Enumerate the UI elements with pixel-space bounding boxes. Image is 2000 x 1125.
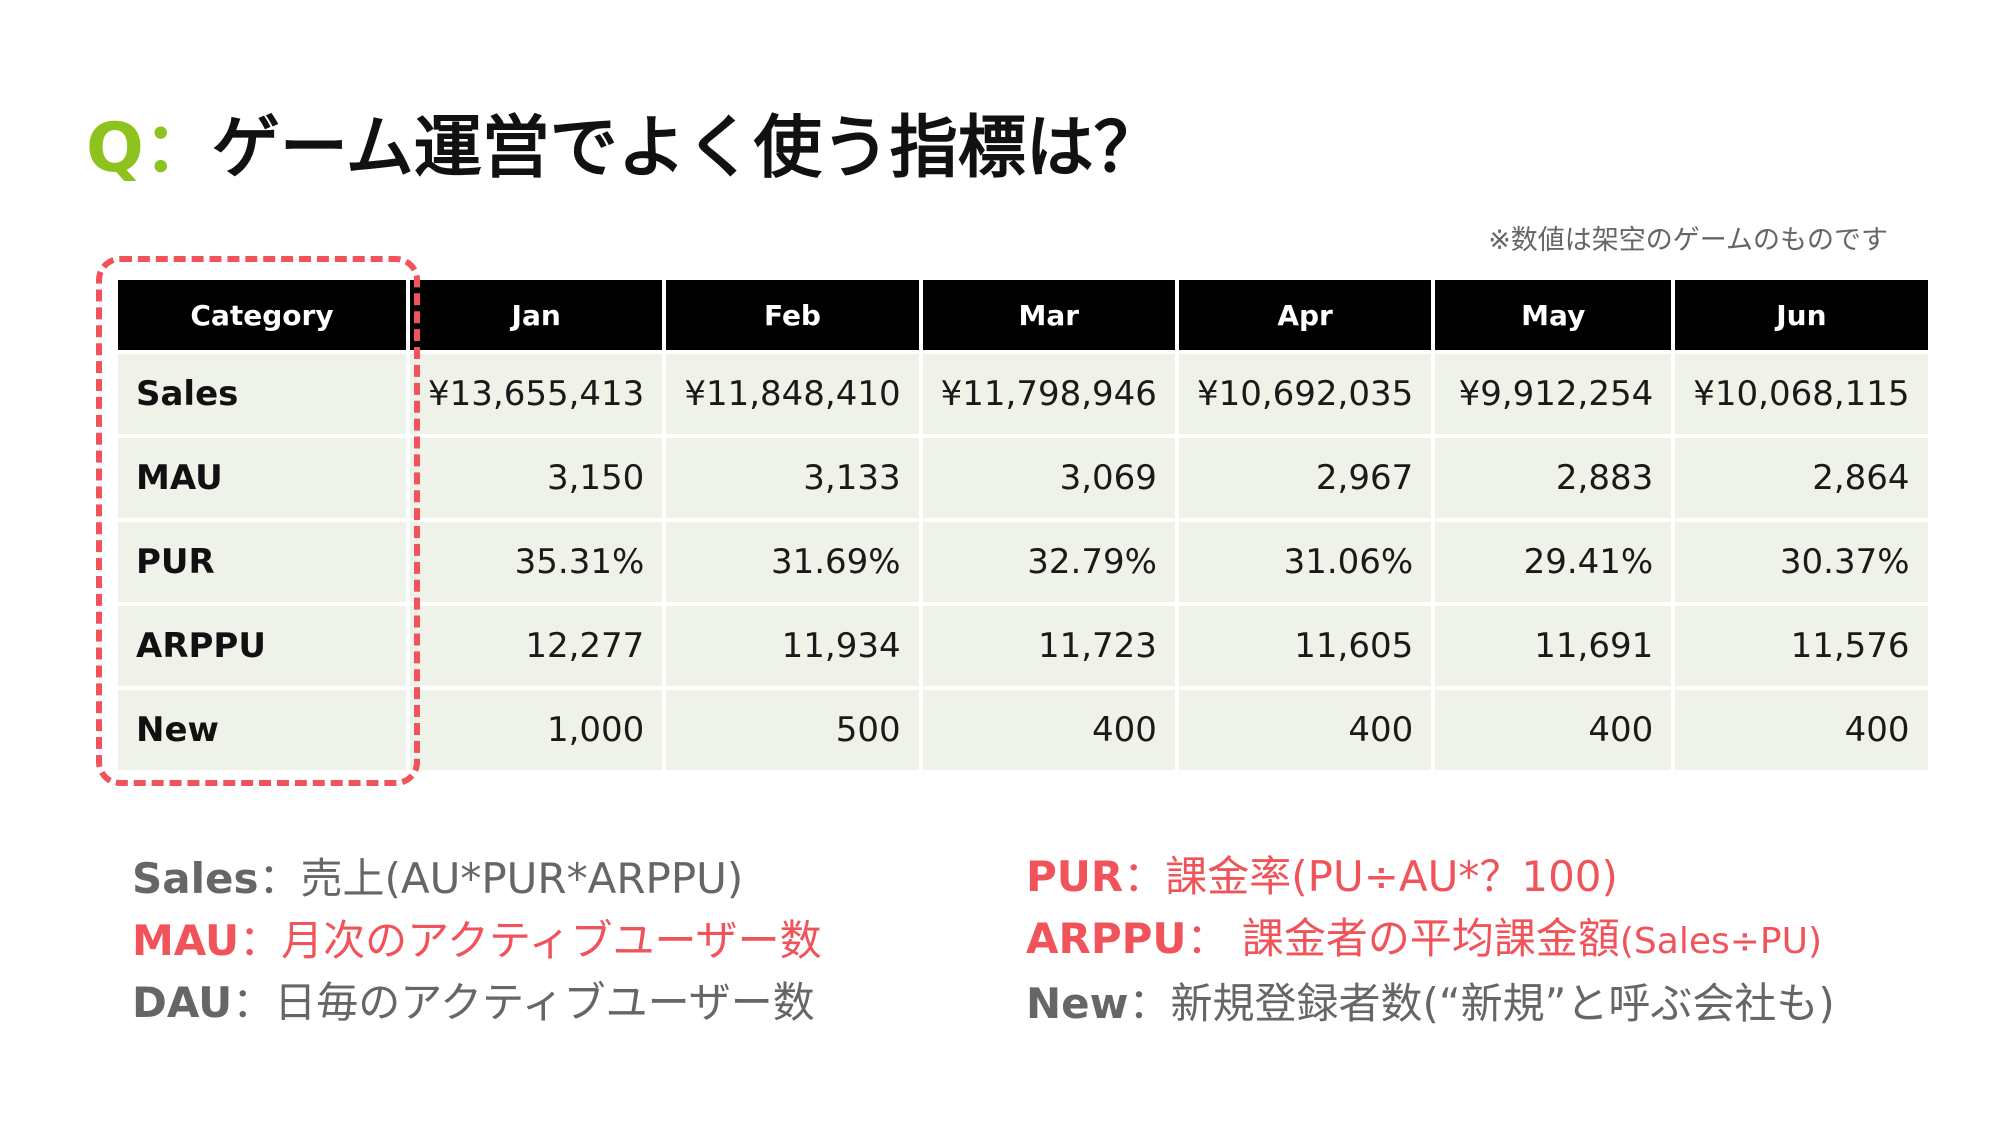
definition-dau: DAU：日毎のアクティブユーザー数 (132, 972, 822, 1034)
table-cell: ¥11,798,946 (922, 354, 1175, 434)
table-cell: 29.41% (1435, 522, 1672, 602)
table-cell: ¥10,692,035 (1178, 354, 1432, 434)
table-cell: 30.37% (1675, 522, 1928, 602)
fictional-data-note: ※数値は架空のゲームのものです (1488, 225, 1888, 256)
table-row: PUR 35.31% 31.69% 32.79% 31.06% 29.41% 3… (118, 522, 1928, 602)
definition-term: PUR (1026, 852, 1124, 901)
definition-term: Sales (132, 854, 259, 903)
definition-arppu: ARPPU： 課金者の平均課金額(Sales÷PU) (1026, 908, 1835, 973)
table-cell: 11,576 (1675, 606, 1928, 686)
row-label-pur: PUR (118, 522, 406, 602)
header-may: May (1435, 280, 1672, 350)
table-cell: 32.79% (922, 522, 1175, 602)
definition-desc: 月次のアクティブユーザー数 (281, 916, 822, 965)
table-cell: 500 (666, 690, 919, 770)
table-cell: 2,967 (1178, 438, 1432, 518)
table-cell: 31.06% (1178, 522, 1432, 602)
table-cell: 400 (1675, 690, 1928, 770)
table-row: Sales ¥13,655,413 ¥11,848,410 ¥11,798,94… (118, 354, 1928, 434)
page-title: Q：ゲーム運営でよく使う指標は？ (86, 108, 1162, 190)
table-cell: ¥13,655,413 (410, 354, 663, 434)
header-mar: Mar (922, 280, 1175, 350)
definition-desc-formula: (Sales÷PU) (1619, 921, 1823, 962)
row-label-mau: MAU (118, 438, 406, 518)
header-jan: Jan (410, 280, 663, 350)
table-row: ARPPU 12,277 11,934 11,723 11,605 11,691… (118, 606, 1928, 686)
metrics-table: Category Jan Feb Mar Apr May Jun Sales ¥… (114, 276, 1932, 774)
table-cell: ¥11,848,410 (666, 354, 919, 434)
definition-desc: 課金率(PU÷AU*？100) (1165, 852, 1618, 901)
table-cell: 1,000 (410, 690, 663, 770)
table-row: New 1,000 500 400 400 400 400 (118, 690, 1928, 770)
definition-separator: ： (1186, 914, 1242, 963)
definitions-right: PUR：課金率(PU÷AU*？100) ARPPU： 課金者の平均課金額(Sal… (1026, 846, 1835, 1035)
definition-term: DAU (132, 978, 233, 1027)
table-header-row: Category Jan Feb Mar Apr May Jun (118, 280, 1928, 350)
definition-new: New：新規登録者数(“新規”と呼ぶ会社も) (1026, 973, 1835, 1035)
table-cell: ¥10,068,115 (1675, 354, 1928, 434)
definition-separator: ： (239, 916, 282, 965)
definition-term: MAU (132, 916, 240, 965)
definition-desc: 売上(AU*PUR*ARPPU) (300, 854, 744, 903)
definition-mau: MAU：月次のアクティブユーザー数 (132, 910, 822, 972)
table-cell: 2,864 (1675, 438, 1928, 518)
table-cell: 31.69% (666, 522, 919, 602)
table-cell: 11,605 (1178, 606, 1432, 686)
table-cell: 3,133 (666, 438, 919, 518)
definition-pur: PUR：課金率(PU÷AU*？100) (1026, 846, 1835, 908)
definition-separator: ： (1123, 852, 1166, 901)
row-label-new: New (118, 690, 406, 770)
table-cell: 35.31% (410, 522, 663, 602)
row-label-arppu: ARPPU (118, 606, 406, 686)
table-cell: 11,934 (666, 606, 919, 686)
table-cell: 2,883 (1435, 438, 1672, 518)
title-text: ゲーム運営でよく使う指標は？ (211, 109, 1162, 188)
table-cell: 3,150 (410, 438, 663, 518)
definition-separator: ： (258, 854, 301, 903)
header-apr: Apr (1178, 280, 1432, 350)
table-cell: 400 (1435, 690, 1672, 770)
definition-desc: 日毎のアクティブユーザー数 (274, 978, 815, 1027)
table-cell: 400 (922, 690, 1175, 770)
definition-sales: Sales：売上(AU*PUR*ARPPU) (132, 848, 822, 910)
definition-term: New (1026, 979, 1129, 1028)
definition-term: ARPPU (1026, 914, 1187, 963)
definition-separator: ： (232, 978, 275, 1027)
table-cell: 11,723 (922, 606, 1175, 686)
header-feb: Feb (666, 280, 919, 350)
row-label-sales: Sales (118, 354, 406, 434)
definition-separator: ： (1128, 979, 1171, 1028)
table-cell: ¥9,912,254 (1435, 354, 1672, 434)
definitions-left: Sales：売上(AU*PUR*ARPPU) MAU：月次のアクティブユーザー数… (132, 848, 822, 1034)
table-row: MAU 3,150 3,133 3,069 2,967 2,883 2,864 (118, 438, 1928, 518)
definition-desc: 課金者の平均課金額 (1241, 914, 1620, 963)
table-cell: 3,069 (922, 438, 1175, 518)
header-category: Category (118, 280, 406, 350)
header-jun: Jun (1675, 280, 1928, 350)
table-cell: 11,691 (1435, 606, 1672, 686)
definition-desc: 新規登録者数(“新規”と呼ぶ会社も) (1170, 979, 1835, 1028)
title-prefix: Q： (86, 109, 212, 188)
table-cell: 12,277 (410, 606, 663, 686)
table-cell: 400 (1178, 690, 1432, 770)
